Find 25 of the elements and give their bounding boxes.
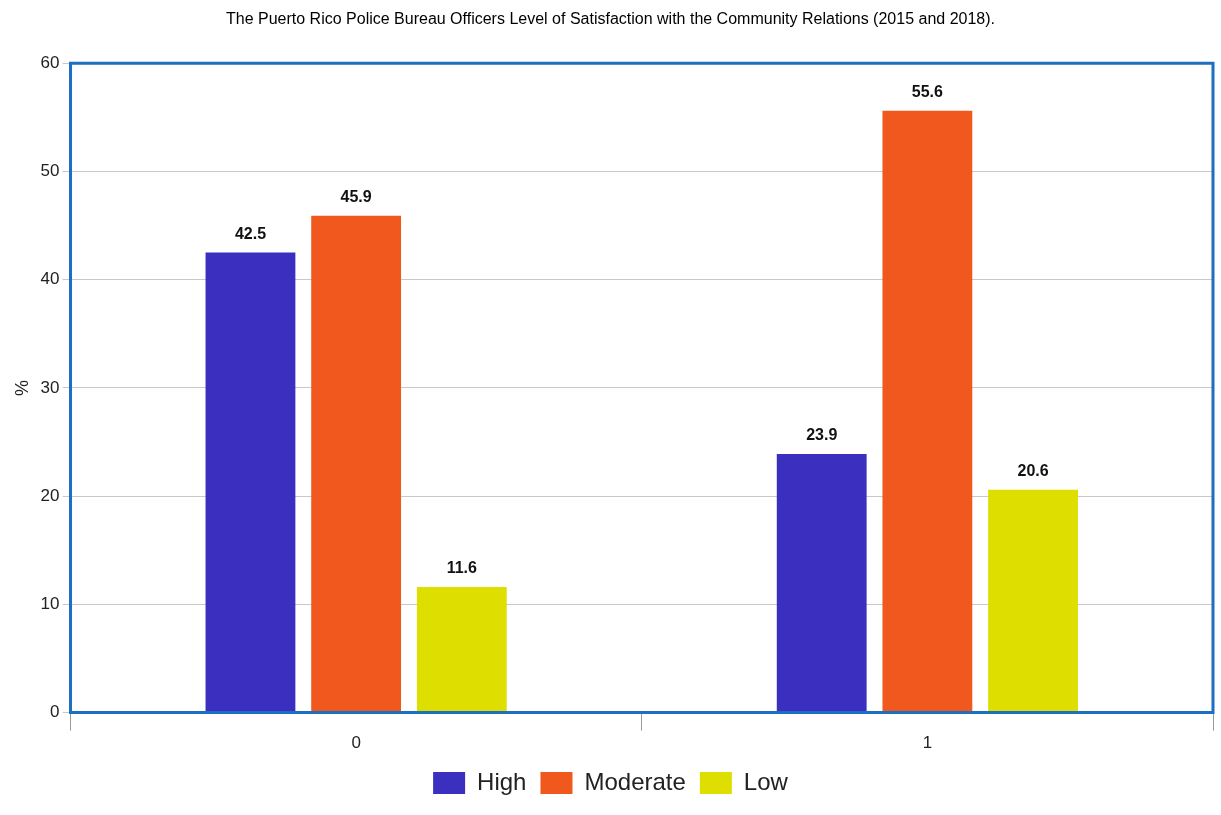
legend-label: Low	[743, 767, 789, 795]
data-label: 20.6	[1017, 462, 1049, 480]
y-tick-label: 60	[40, 52, 60, 72]
y-tick-label: 50	[40, 161, 60, 181]
bar	[776, 453, 867, 713]
y-tick-label: 40	[40, 269, 60, 289]
legend-label: Moderate	[584, 767, 686, 795]
bar	[882, 110, 973, 713]
data-label: 42.5	[234, 225, 267, 243]
data-label: 11.6	[446, 559, 478, 577]
x-tick-label: 1	[922, 733, 933, 753]
chart-title: The Puerto Rico Police Bureau Officers Level of Satisfaction with the Community Relations (2015 and 2018).	[226, 10, 995, 28]
data-label: 23.9	[806, 426, 838, 444]
y-tick-label: 20	[40, 485, 60, 505]
y-tick-label: 30	[40, 377, 60, 397]
y-axis-title: %	[11, 379, 32, 396]
legend-label: High	[477, 767, 527, 795]
bar	[311, 215, 402, 713]
y-tick-label: 0	[50, 702, 60, 722]
y-tick-label: 10	[40, 594, 60, 614]
data-label: 45.9	[340, 188, 372, 206]
bar	[988, 489, 1078, 713]
bar	[205, 252, 296, 713]
data-label: 55.6	[911, 83, 944, 101]
bar	[416, 587, 507, 713]
